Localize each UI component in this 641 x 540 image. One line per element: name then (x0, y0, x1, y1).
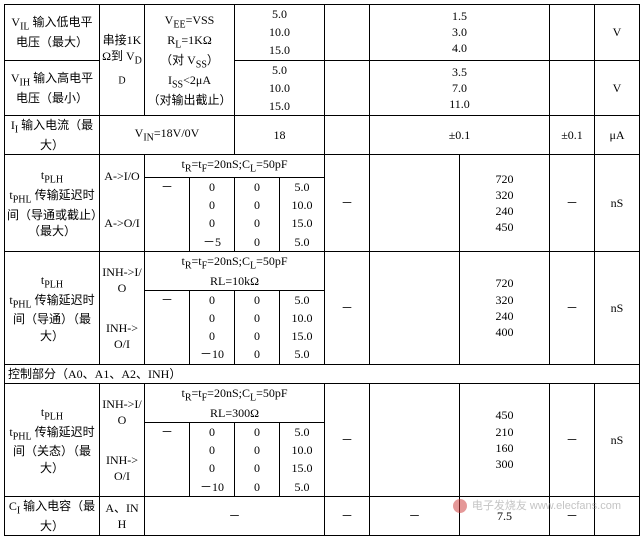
vil-c4 (325, 5, 370, 61)
vil-cond1: 串接1KΩ到 VDD (100, 5, 145, 116)
tp3-cond: tR=tF=20nS;CL=50pFRL=300Ω (145, 383, 325, 422)
tp1-cd: 720 320 240 450 (460, 155, 550, 252)
tp1-cond: tR=tF=20nS;CL=50pF (145, 155, 325, 178)
vih-label: VIH 输入高电平电压（最小） (5, 60, 100, 116)
datasheet-table: VIL 输入低电平电压（最大） 串接1KΩ到 VDD VEE=VSSRL=1KΩ… (4, 4, 640, 536)
vil-unit: V (595, 5, 640, 61)
ii-cond: VIN=18V/0V (100, 116, 235, 155)
row-ci: CI 输入电容（最大） A、INH － － － 7.5 － (5, 496, 640, 535)
row-vil: VIL 输入低电平电压（最大） 串接1KΩ到 VDD VEE=VSSRL=1KΩ… (5, 5, 640, 24)
row-tp1-header: tPLHtPHL 传输延迟时间（导通或截止）（最大） A->I/O tR=tF=… (5, 155, 640, 178)
ii-label: II 输入电流（最大） (5, 116, 100, 155)
row-tp3-header: tPLHtPHL 传输延迟时间（关态）（最大） INH->I/O tR=tF=2… (5, 383, 640, 422)
row-ii: II 输入电流（最大） VIN=18V/0V 18 ±0.1 ±0.1 μA (5, 116, 640, 155)
vil-cond2: VEE=VSSRL=1KΩ（对 VSS）ISS<2μA（对输出截止） (145, 5, 235, 116)
tp1-label: tPLHtPHL 传输延迟时间（导通或截止）（最大） (5, 155, 100, 252)
tp2-cond: tR=tF=20nS;CL=50pFRL=10kΩ (145, 251, 325, 290)
tp3-label: tPLHtPHL 传输延迟时间（关态）（最大） (5, 383, 100, 496)
vil-c3-0: 5.0 (235, 5, 325, 24)
vil-label: VIL 输入低电平电压（最大） (5, 5, 100, 61)
vih-c5: 3.5 7.0 11.0 (370, 60, 550, 116)
vil-c6 (550, 5, 595, 61)
tp2-label: tPLHtPHL 传输延迟时间（导通）（最大） (5, 251, 100, 364)
vil-c5-0: 1.53.04.0 (370, 5, 550, 61)
row-ctrl-header: 控制部分（A0、A1、A2、INH） (5, 364, 640, 383)
ctrl-header: 控制部分（A0、A1、A2、INH） (5, 364, 640, 383)
row-tp2-header: tPLHtPHL 传输延迟时间（导通）（最大） INH->I/O tR=tF=2… (5, 251, 640, 290)
ci-label: CI 输入电容（最大） (5, 496, 100, 535)
